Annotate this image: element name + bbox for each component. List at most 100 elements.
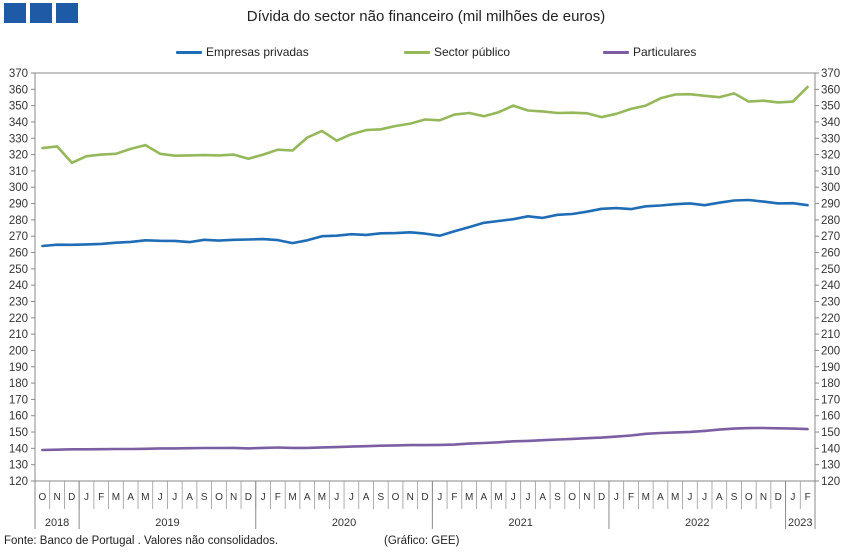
series-line-particulares bbox=[41, 426, 809, 452]
logo-square bbox=[4, 3, 26, 23]
x-month-label: M bbox=[141, 492, 149, 503]
series-line-sector-público bbox=[41, 85, 809, 165]
y-tick-label-left: 320 bbox=[9, 150, 28, 162]
y-tick-label-right: 150 bbox=[821, 427, 840, 439]
x-month-label: O bbox=[215, 492, 223, 503]
x-month-label: F bbox=[98, 492, 104, 503]
x-month-label: A bbox=[363, 492, 370, 503]
y-tick-label-right: 160 bbox=[821, 411, 840, 423]
y-tick-label-right: 200 bbox=[821, 345, 840, 357]
y-tick-label-left: 180 bbox=[9, 378, 28, 390]
x-month-label: M bbox=[642, 492, 650, 503]
x-month-label: A bbox=[186, 492, 193, 503]
y-tick-label-left: 160 bbox=[9, 411, 28, 423]
x-month-label: J bbox=[261, 492, 266, 503]
legend-label: Empresas privadas bbox=[206, 45, 309, 59]
y-tick-label-right: 220 bbox=[821, 313, 840, 325]
y-tick-label-right: 230 bbox=[821, 296, 840, 308]
y-tick-label-right: 310 bbox=[821, 166, 840, 178]
y-tick-label-right: 250 bbox=[821, 264, 840, 276]
y-tick-label-right: 360 bbox=[821, 84, 840, 96]
plot-area bbox=[34, 72, 816, 482]
y-tick-label-left: 200 bbox=[9, 345, 28, 357]
legend-label: Sector público bbox=[434, 45, 511, 59]
y-tick-label-right: 240 bbox=[821, 280, 840, 292]
y-tick-label-left: 130 bbox=[9, 460, 28, 472]
y-tick-label-right: 330 bbox=[821, 133, 840, 145]
y-tick-label-right: 290 bbox=[821, 199, 840, 211]
x-month-label: M bbox=[318, 492, 326, 503]
y-tick-label-left: 370 bbox=[9, 68, 28, 80]
x-month-label: N bbox=[583, 492, 590, 503]
series-line-empresas-privadas bbox=[41, 198, 809, 248]
x-month-label: J bbox=[172, 492, 177, 503]
chart-title: Dívida do sector não financeiro (mil mil… bbox=[246, 8, 606, 25]
y-tick-label-right: 120 bbox=[821, 476, 840, 488]
y-tick-label-left: 270 bbox=[9, 231, 28, 243]
x-month-label: J bbox=[158, 492, 163, 503]
y-tick-label-left: 290 bbox=[9, 199, 28, 211]
legend-swatch bbox=[603, 50, 629, 54]
x-month-label: J bbox=[687, 492, 692, 503]
y-tick-label-right: 180 bbox=[821, 378, 840, 390]
x-year-label: 2023 bbox=[788, 517, 812, 529]
x-month-label: M bbox=[671, 492, 679, 503]
x-month-label: O bbox=[392, 492, 400, 503]
x-month-label: O bbox=[568, 492, 576, 503]
x-month-label: J bbox=[790, 492, 795, 503]
legend-swatch bbox=[176, 50, 202, 54]
logo-square bbox=[56, 3, 78, 23]
y-tick-label-right: 370 bbox=[821, 68, 840, 80]
y-tick-label-right: 210 bbox=[821, 329, 840, 341]
x-month-label: M bbox=[494, 492, 502, 503]
x-year-label: 2022 bbox=[685, 517, 709, 529]
legend-swatch bbox=[404, 50, 430, 54]
y-tick-label-left: 120 bbox=[9, 476, 28, 488]
x-month-label: F bbox=[628, 492, 634, 503]
x-month-label: N bbox=[53, 492, 60, 503]
x-month-label: J bbox=[526, 492, 531, 503]
x-month-label: O bbox=[38, 492, 46, 503]
x-month-label: S bbox=[554, 492, 561, 503]
x-month-label: J bbox=[511, 492, 516, 503]
x-month-label: D bbox=[598, 492, 605, 503]
y-tick-label-left: 350 bbox=[9, 101, 28, 113]
y-tick-label-left: 170 bbox=[9, 394, 28, 406]
x-month-label: A bbox=[539, 492, 546, 503]
x-month-label: J bbox=[84, 492, 89, 503]
x-month-label: N bbox=[407, 492, 414, 503]
x-month-label: F bbox=[451, 492, 457, 503]
x-month-label: J bbox=[334, 492, 339, 503]
y-tick-label-right: 140 bbox=[821, 443, 840, 455]
y-tick-label-left: 250 bbox=[9, 264, 28, 276]
x-month-label: F bbox=[805, 492, 811, 503]
y-tick-label-right: 280 bbox=[821, 215, 840, 227]
y-tick-label-right: 190 bbox=[821, 362, 840, 374]
y-tick-label-right: 350 bbox=[821, 101, 840, 113]
x-month-label: J bbox=[702, 492, 707, 503]
x-month-label: M bbox=[465, 492, 473, 503]
x-month-label: D bbox=[775, 492, 782, 503]
y-tick-label-left: 280 bbox=[9, 215, 28, 227]
y-tick-label-right: 130 bbox=[821, 460, 840, 472]
y-tick-label-right: 340 bbox=[821, 117, 840, 129]
x-month-label: F bbox=[275, 492, 281, 503]
x-month-label: S bbox=[731, 492, 738, 503]
x-month-label: A bbox=[127, 492, 134, 503]
y-tick-label-left: 240 bbox=[9, 280, 28, 292]
x-year-label: 2019 bbox=[155, 517, 179, 529]
logo-square bbox=[30, 3, 52, 23]
x-month-label: J bbox=[437, 492, 442, 503]
y-tick-label-left: 220 bbox=[9, 313, 28, 325]
y-tick-label-left: 230 bbox=[9, 296, 28, 308]
x-month-label: A bbox=[304, 492, 311, 503]
y-tick-label-left: 140 bbox=[9, 443, 28, 455]
x-month-label: N bbox=[230, 492, 237, 503]
x-month-label: A bbox=[481, 492, 488, 503]
y-tick-label-right: 300 bbox=[821, 182, 840, 194]
y-tick-label-right: 320 bbox=[821, 150, 840, 162]
source-note: Fonte: Banco de Portugal . Valores não c… bbox=[4, 535, 279, 547]
x-month-label: D bbox=[245, 492, 252, 503]
x-month-label: N bbox=[760, 492, 767, 503]
